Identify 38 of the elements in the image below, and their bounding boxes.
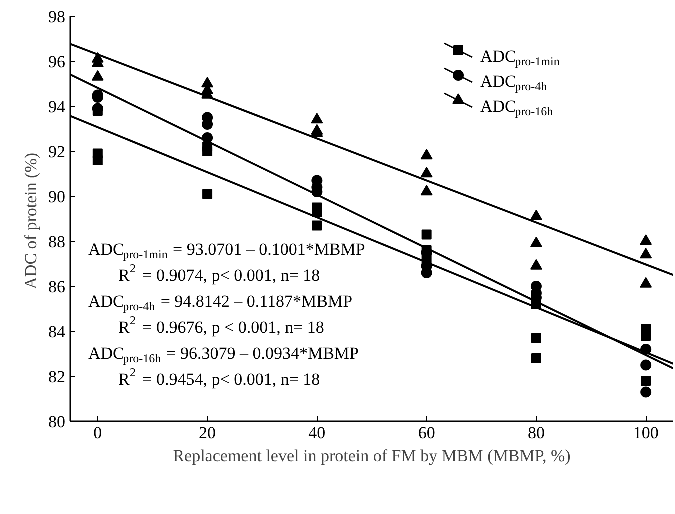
point [640,277,652,288]
x-tick-label: 0 [94,424,102,442]
point [312,220,322,231]
x-tick-label: 40 [308,424,326,442]
point [311,113,324,124]
point [640,386,652,398]
y-tick-label: 94 [48,98,66,116]
point [641,331,652,341]
point [420,149,433,160]
point [640,360,652,371]
point [640,234,652,246]
y-axis-title: ADC of protein (%) [22,152,40,290]
x-tick-label: 60 [418,424,436,442]
point [640,248,652,259]
y-tick-label: 84 [48,322,66,342]
y-tick-label: 82 [48,368,66,386]
point [92,148,103,159]
x-tick-label: 20 [199,424,216,442]
point [422,230,432,240]
y-tick-label: 96 [48,52,66,72]
point [531,354,542,364]
x-tick-label: 100 [633,424,659,442]
point [92,70,104,81]
y-tick-label: 88 [48,232,66,252]
x-tick-label: 80 [528,424,545,442]
point [420,185,433,196]
point [202,189,213,200]
x-axis-title: Replacement level in protein of FM by MBM (MBMP, %) [173,446,571,466]
point [530,259,542,270]
y-tick-label: 92 [48,142,66,162]
point [420,167,433,178]
point [641,376,652,386]
point [531,333,542,344]
y-tick-label: 90 [48,188,66,206]
point [530,236,542,248]
point [530,210,542,220]
y-tick-label: 98 [48,8,66,26]
y-tick-label: 86 [48,278,66,296]
